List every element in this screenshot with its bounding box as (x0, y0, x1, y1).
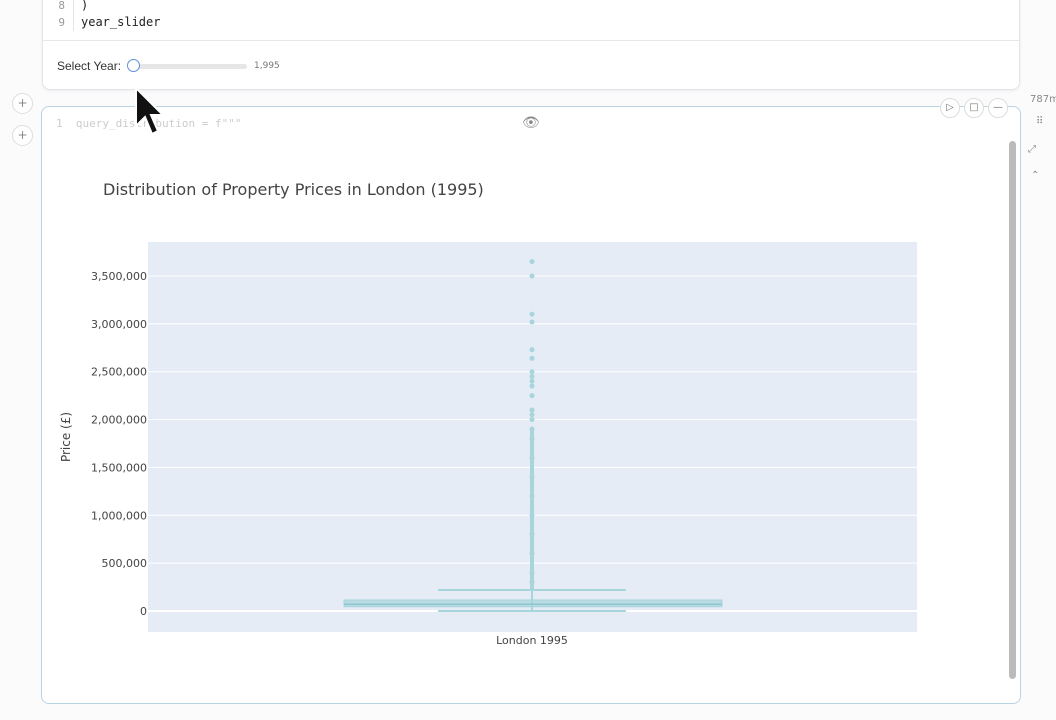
slider-label: Select Year: (57, 59, 122, 73)
outlier-point (529, 531, 535, 537)
expand-icon[interactable]: ⤢ (1028, 144, 1036, 155)
run-button[interactable]: ▷ (940, 98, 960, 118)
outlier-point (529, 474, 535, 480)
outlier-point (529, 374, 535, 379)
slider-cell: 8 ) 9 year_slider Select Year: 1,995 (42, 0, 1020, 90)
outlier-point (529, 417, 535, 423)
y-tick-label: 2,000,000 (91, 414, 147, 427)
outlier-point (529, 551, 535, 557)
year-slider-track[interactable] (133, 64, 247, 69)
line-number: 9 (58, 16, 65, 29)
box (343, 599, 723, 608)
y-tick-label: 1,500,000 (91, 461, 147, 474)
stop-button[interactable]: □ (964, 98, 984, 118)
y-axis-label: Price (£) (59, 412, 73, 462)
mouse-cursor-icon (135, 86, 166, 136)
code-line[interactable]: year_slider (81, 15, 161, 29)
memory-label: 787m (1030, 94, 1056, 105)
outlier-point (529, 493, 535, 499)
x-tick-label: London 1995 (496, 634, 568, 647)
outlier-point (529, 347, 535, 353)
chart-title: Distribution of Property Prices in Londo… (103, 180, 484, 199)
outlier-point (529, 355, 535, 361)
y-tick-label: 3,000,000 (91, 318, 147, 331)
outlier-point (529, 311, 535, 317)
y-tick-label: 3,500,000 (91, 270, 147, 283)
divider (43, 40, 1019, 41)
outlier-point (529, 393, 535, 399)
year-slider-thumb[interactable] (127, 59, 140, 72)
scrollbar[interactable] (1009, 141, 1016, 679)
line-number: 8 (58, 0, 65, 12)
outlier-point (529, 436, 535, 442)
add-cell-button[interactable]: + (12, 93, 33, 114)
outlier-point (529, 378, 535, 384)
eye-icon[interactable]: 👁 (522, 115, 540, 131)
y-tick-label: 1,000,000 (91, 509, 147, 522)
y-tick-label: 2,500,000 (91, 366, 147, 379)
code-line[interactable]: 1 query_distribution = f""" (56, 117, 242, 130)
outlier-point (529, 412, 535, 418)
outlier-point (529, 383, 535, 389)
outlier-point (529, 570, 535, 576)
outlier-point (529, 259, 535, 265)
outlier-point (529, 455, 535, 461)
drag-handle-icon[interactable]: ⠿ (1036, 116, 1044, 127)
outlier-point (529, 369, 535, 375)
line-gutter (73, 0, 74, 31)
outlier-point (529, 426, 535, 432)
outlier-point (529, 319, 535, 325)
y-tick-label: 0 (140, 605, 147, 618)
y-tick-label: 500,000 (102, 557, 148, 570)
outlier-point (529, 512, 535, 518)
outlier-point (529, 273, 535, 279)
add-cell-button[interactable]: + (12, 125, 33, 146)
fold-icon[interactable]: ⌃ (1031, 170, 1040, 181)
outlier-point (529, 579, 535, 585)
code-line[interactable]: ) (81, 0, 89, 12)
outlier-point (529, 407, 535, 413)
slider-value: 1,995 (254, 61, 280, 71)
collapse-button[interactable]: — (988, 98, 1008, 118)
